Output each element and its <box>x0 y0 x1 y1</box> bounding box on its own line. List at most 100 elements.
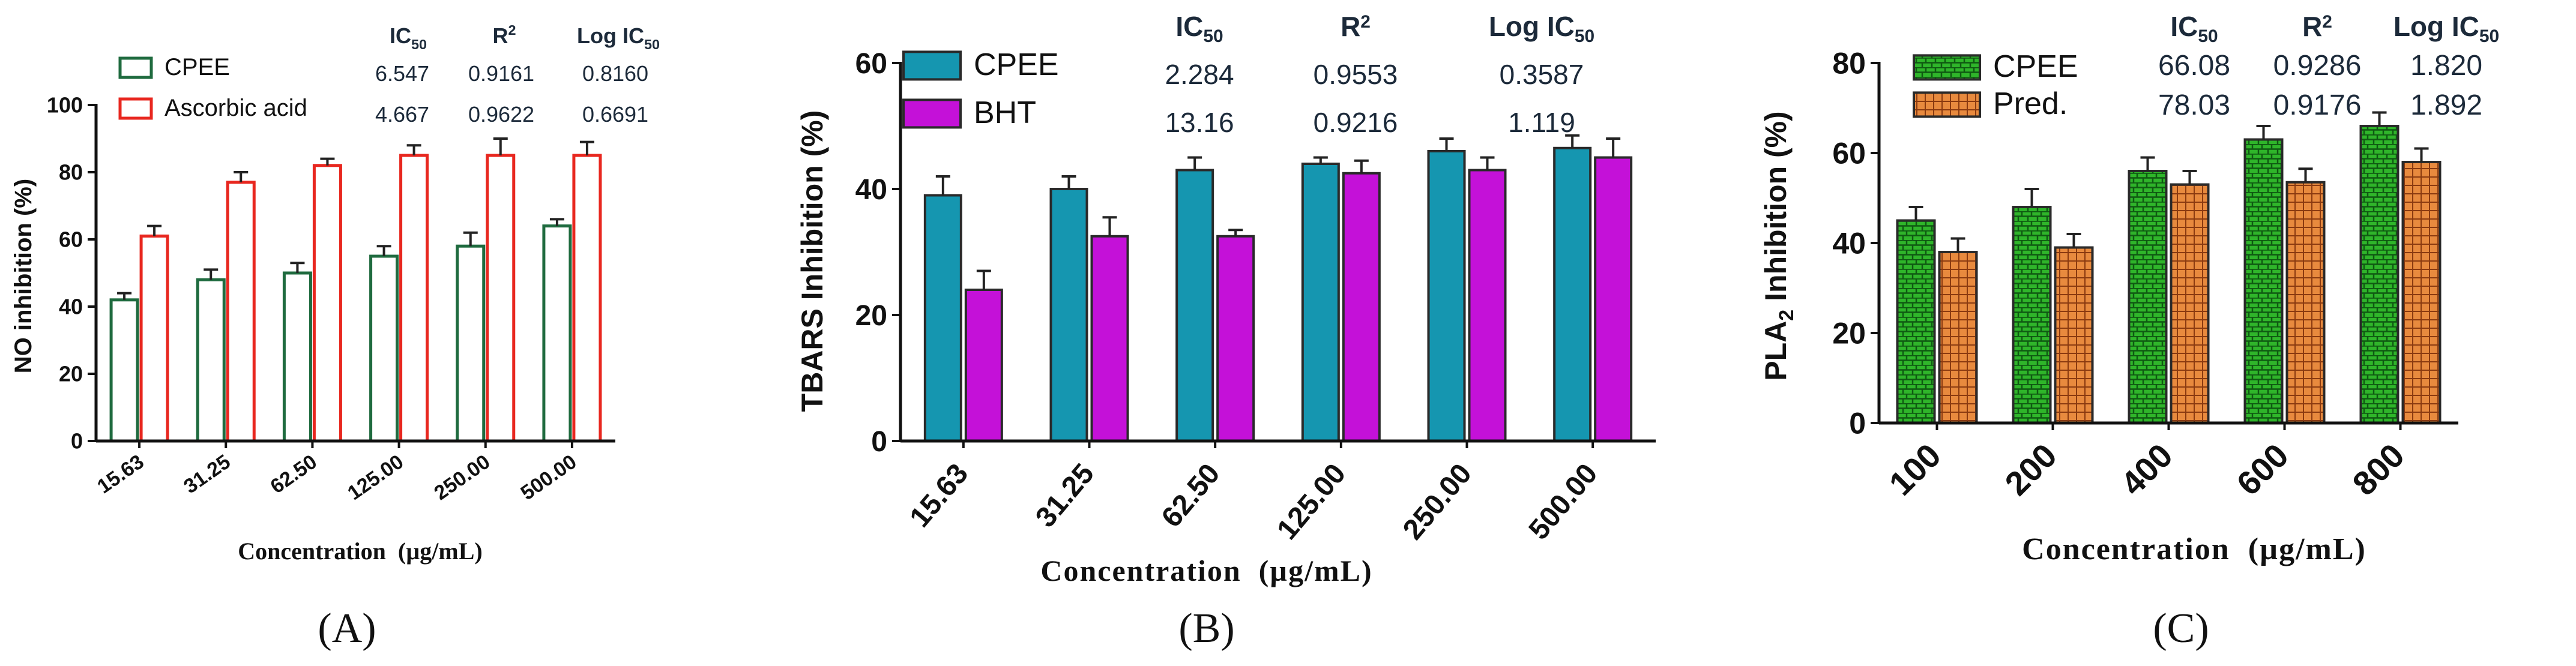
bar-bht-15.63 <box>964 289 1003 442</box>
stats-header-main: R <box>1341 11 1360 42</box>
stats-header-1: R2 <box>1341 11 1371 42</box>
bar-cpee-500.00 <box>1553 146 1592 442</box>
stats-cell: 66.08 <box>2158 50 2230 82</box>
stats-header-0: IC50 <box>1175 11 1223 46</box>
stats-cell: 0.9176 <box>2273 89 2362 121</box>
x-tick-label: 31.25 <box>1030 458 1100 533</box>
x-tick-label: 600 <box>2229 436 2296 503</box>
stats-header-1: R2 <box>2302 11 2332 42</box>
bar-cpee-15.63 <box>923 194 962 442</box>
x-tick-label: 31.25 <box>179 450 235 498</box>
stats-header-sub: 2 <box>2322 12 2332 32</box>
y-tick-label: 60 <box>855 48 887 80</box>
stats-cell: 0.6691 <box>582 102 648 127</box>
x-tick-label: 100 <box>1881 436 1948 503</box>
x-tick-label: 500.00 <box>517 450 581 505</box>
legend-label-cpee: CPEE <box>1993 49 2078 84</box>
bar-pred--200 <box>2054 246 2094 424</box>
stats-cell: 1.820 <box>2410 50 2482 82</box>
stats-header-2: Log IC50 <box>2394 11 2499 46</box>
bar-cpee-500.00 <box>542 224 572 443</box>
stats-cell: 2.284 <box>1165 59 1234 90</box>
bar-cpee-250.00 <box>1427 150 1466 442</box>
bar-ascorbic-acid-125.00 <box>399 154 429 443</box>
panel-label-b: (B) <box>1178 605 1234 652</box>
error-bar-cpee-125.00 <box>1313 156 1328 164</box>
panel-label-a: (A) <box>318 605 376 652</box>
x-tick-label: 125.00 <box>1271 458 1352 546</box>
bar-cpee-62.50 <box>282 271 312 443</box>
error-bar-pred--600 <box>2298 167 2313 182</box>
bar-cpee-62.50 <box>1175 169 1214 442</box>
stats-header-main: IC <box>2170 11 2198 42</box>
bar-cpee-800 <box>2359 125 2400 424</box>
error-bar-ascorbic-acid-62.50 <box>320 157 335 166</box>
stats-cell: 6.547 <box>375 61 429 86</box>
error-bar-bht-125.00 <box>1354 159 1369 173</box>
stats-cell: 1.892 <box>2410 89 2482 121</box>
legend-label-ascorbic-acid: Ascorbic acid <box>164 95 307 121</box>
stats-header-0: IC50 <box>2170 11 2218 46</box>
stats-header-sub: 50 <box>1575 26 1594 46</box>
error-bar-cpee-15.63 <box>935 175 950 196</box>
legend-label-bht: BHT <box>974 95 1036 130</box>
panel-b-ylabel: TBARS Inhibition (%) <box>795 110 829 412</box>
stats-cell: 0.9216 <box>1314 107 1398 138</box>
bar-bht-500.00 <box>1594 156 1633 442</box>
y-tick-label: 40 <box>855 174 887 206</box>
bar-pred--100 <box>1938 251 1978 424</box>
x-tick-label: 62.50 <box>1156 458 1226 533</box>
bar-cpee-125.00 <box>1301 163 1340 442</box>
bar-bht-62.50 <box>1216 235 1255 442</box>
panel-b-legend: CPEE BHT <box>902 47 1059 130</box>
x-tick-label: 200 <box>1997 436 2064 503</box>
panel-a-ylabel: NO inhibition (%) <box>10 179 37 373</box>
panel-a-legend: CPEE Ascorbic acid <box>118 54 307 121</box>
error-bar-cpee-600 <box>2256 125 2271 140</box>
y-tick-label: 20 <box>855 300 887 332</box>
legend-label-cpee: CPEE <box>974 47 1059 82</box>
stats-header-main: Log IC <box>2394 11 2479 42</box>
error-bar-cpee-31.25 <box>1061 175 1076 189</box>
stats-header-sub: 2 <box>1360 12 1371 32</box>
error-bar-cpee-125.00 <box>376 245 391 256</box>
error-bar-cpee-100 <box>1908 206 1923 221</box>
error-bar-ascorbic-acid-15.63 <box>147 224 162 236</box>
bar-ascorbic-acid-15.63 <box>139 234 169 443</box>
x-tick-label: 400 <box>2113 436 2180 503</box>
error-bar-pred--100 <box>1950 237 1965 252</box>
error-bar-cpee-250.00 <box>463 231 478 247</box>
stats-cell: 13.16 <box>1165 107 1234 138</box>
stats-header-sub: 50 <box>2479 26 2499 46</box>
legend-swatch-cpee <box>902 50 962 81</box>
bar-cpee-600 <box>2243 138 2284 424</box>
stats-cell: 0.9622 <box>468 102 534 127</box>
panel-a-bars <box>109 137 602 443</box>
legend-swatch-ascorbic-acid <box>118 97 153 120</box>
stats-cell: 0.8160 <box>582 61 648 86</box>
y-tick-label: 40 <box>1832 227 1866 260</box>
stats-header-sub: 50 <box>411 37 427 52</box>
y-tick-label: 20 <box>59 362 83 386</box>
stats-cell: 1.119 <box>1508 107 1575 138</box>
bar-cpee-31.25 <box>196 278 226 443</box>
error-bar-bht-500.00 <box>1606 137 1621 158</box>
panel-b-xlabel: Concentration (µg/mL) <box>1040 554 1372 587</box>
stats-cell: 78.03 <box>2158 89 2230 121</box>
error-bar-pred--200 <box>2066 233 2081 248</box>
stats-header-main: Log IC <box>1489 11 1575 42</box>
legend-swatch-cpee <box>118 56 153 79</box>
bar-pred--400 <box>2170 183 2210 424</box>
bar-pred--600 <box>2285 181 2326 424</box>
y-tick-label: 60 <box>1832 137 1866 170</box>
bar-pred--800 <box>2401 161 2442 424</box>
stats-header-main: R <box>2302 11 2322 42</box>
stats-cell: 0.3587 <box>1500 59 1584 90</box>
bar-ascorbic-acid-31.25 <box>226 181 256 443</box>
error-bar-ascorbic-acid-500.00 <box>579 140 594 155</box>
stats-header-0: IC50 <box>390 23 427 52</box>
error-bar-cpee-200 <box>2024 188 2039 207</box>
